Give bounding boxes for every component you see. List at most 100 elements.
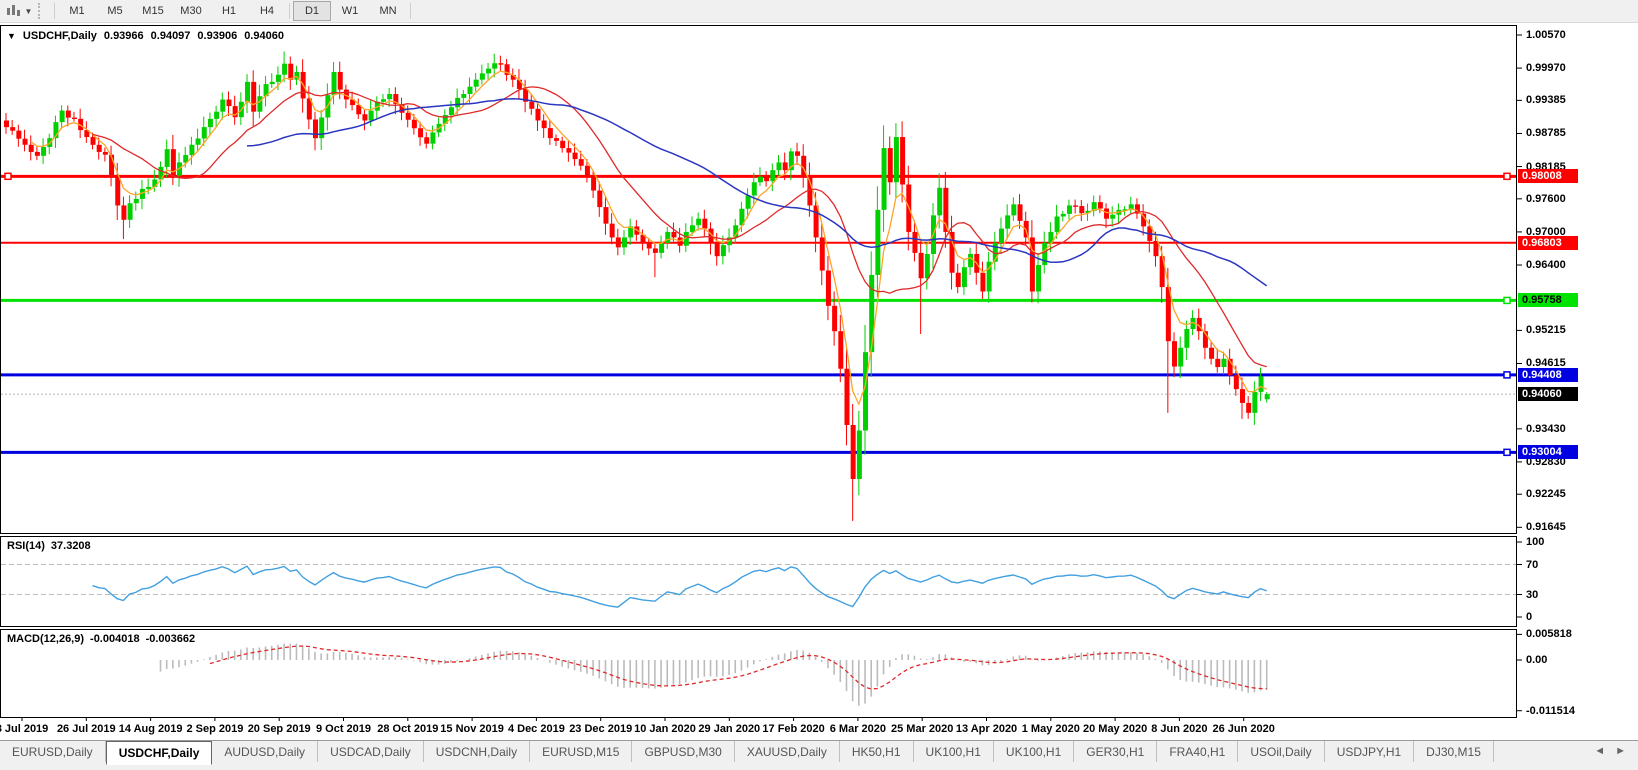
timeframe-button-d1[interactable]: D1 [293, 1, 331, 21]
date-label: 8 Jul 2019 [0, 723, 49, 735]
tab-scroll-buttons: ◄ ► [1594, 741, 1638, 757]
price-tick-label: 0.93430 [1526, 422, 1566, 435]
chart-tab-bar: EURUSD,Daily USDCHF,Daily AUDUSD,Daily USDC… [0, 740, 1638, 770]
tab-scroll-right-icon[interactable]: ► [1615, 745, 1626, 757]
toolbar-separator [410, 3, 411, 19]
date-label: 15 Nov 2019 [440, 723, 504, 735]
chart-type-icon[interactable]: ▼ [4, 2, 34, 20]
chart-title: ▼ USDCHF,Daily 0.93966 0.94097 0.93906 0… [7, 30, 284, 42]
level-price-badge: 0.94408 [1518, 367, 1578, 382]
chart-tab-fra40-h1[interactable]: FRA40,H1 [1157, 741, 1239, 762]
date-label: 8 Jun 2020 [1151, 723, 1208, 735]
toolbar-separator [289, 3, 290, 19]
tab-scroll-left-icon[interactable]: ◄ [1594, 745, 1606, 757]
toolbar-grip[interactable] [38, 3, 45, 19]
date-label: 26 Jul 2019 [56, 723, 116, 735]
timeframe-button-mn[interactable]: MN [379, 5, 397, 17]
price-tick-label: 0.99970 [1526, 62, 1566, 75]
rsi-tick-label: 100 [1526, 536, 1545, 548]
chart-tab-audusd-daily[interactable]: AUDUSD,Daily [212, 741, 319, 762]
timeframe-button-m30[interactable]: M30 [180, 5, 202, 17]
macd-label: MACD(12,26,9) -0.004018 -0.003662 [7, 633, 196, 645]
price-tick-label: 0.94615 [1526, 357, 1566, 370]
timeframe-button-m5[interactable]: M5 [107, 5, 123, 17]
price-tick-label: 0.97000 [1526, 225, 1566, 238]
line-handle[interactable] [1503, 448, 1511, 457]
timeframe-button-h1[interactable]: H1 [221, 5, 237, 17]
mid-ma-line [92, 86, 1267, 368]
chart-tab-usoil-daily[interactable]: USOil,Daily [1238, 741, 1325, 762]
price-tick-label: 0.97600 [1526, 192, 1566, 205]
date-label: 26 Jun 2020 [1212, 723, 1275, 735]
chart-tab-eurusd-m15[interactable]: EURUSD,M15 [530, 741, 633, 762]
macd-panel[interactable] [0, 629, 1517, 718]
date-label: 2 Sep 2019 [186, 723, 244, 735]
line-handle[interactable] [1503, 172, 1511, 181]
rsi-panel[interactable] [0, 536, 1517, 627]
level-price-badge: 0.96803 [1518, 235, 1578, 250]
chart-tab-usdchf-daily[interactable]: USDCHF,Daily [105, 741, 213, 765]
chart-tab-dj30-m15[interactable]: DJ30,M15 [1414, 741, 1494, 762]
price-tick-label: 0.96400 [1526, 259, 1566, 272]
line-handle[interactable] [4, 172, 12, 181]
chevron-down-icon: ▼ [24, 6, 33, 16]
line-handle[interactable] [1503, 371, 1511, 379]
timeframe-button-m1[interactable]: M1 [69, 5, 85, 17]
date-label: 25 Mar 2020 [890, 723, 954, 735]
level-price-badge: 0.95758 [1518, 293, 1578, 308]
macd-histogram [159, 643, 1268, 706]
date-label: 1 May 2020 [1021, 723, 1080, 735]
fast-ma-line [30, 70, 1267, 406]
current-price-badge: 0.94060 [1518, 387, 1578, 402]
ohlc-close: 0.94060 [244, 30, 284, 42]
chart-tab-gbpusd-m30[interactable]: GBPUSD,M30 [632, 741, 735, 762]
ohlc-high: 0.94097 [150, 30, 191, 42]
chart-tab-usdcnh-daily[interactable]: USDCNH,Daily [424, 741, 531, 762]
date-label: 9 Oct 2019 [315, 723, 372, 735]
date-label: 20 May 2020 [1082, 723, 1148, 735]
macd-tick-label: -0.011514 [1526, 704, 1575, 717]
rsi-line [92, 565, 1267, 608]
date-label: 20 Sep 2019 [247, 723, 311, 735]
candlestick-chart-icon [6, 5, 20, 16]
timeframe-button-w1[interactable]: W1 [341, 5, 359, 17]
date-label: 10 Jan 2020 [634, 723, 696, 735]
ohlc-low: 0.93906 [197, 30, 238, 42]
date-label: 6 Mar 2020 [829, 723, 887, 735]
toolbar-separator [54, 3, 55, 19]
timeframe-button-h4[interactable]: H4 [259, 5, 275, 17]
price-tick-label: 1.00570 [1526, 29, 1566, 41]
date-label: 28 Oct 2019 [377, 723, 439, 735]
date-label: 17 Feb 2020 [762, 723, 825, 735]
line-handle[interactable] [1503, 296, 1511, 305]
price-tick-label: 0.91645 [1526, 521, 1566, 534]
date-label: 14 Aug 2019 [118, 723, 183, 735]
chart-tab-hk50-h1[interactable]: HK50,H1 [840, 741, 914, 762]
chart-tab-ger30-h1[interactable]: GER30,H1 [1074, 741, 1158, 762]
collapse-triangle-icon[interactable]: ▼ [7, 31, 16, 41]
slow-ma-line [246, 98, 1268, 287]
date-label: 4 Dec 2019 [507, 723, 565, 735]
rsi-tick-label: 0 [1526, 611, 1533, 623]
macd-tick-label: 0.005818 [1526, 628, 1572, 641]
chart-tab-usdcad-daily[interactable]: USDCAD,Daily [318, 741, 424, 762]
macd-tick-label: 0.00 [1526, 654, 1548, 666]
chart-tab-xauusd-daily[interactable]: XAUUSD,Daily [735, 741, 840, 762]
date-label: 23 Dec 2019 [569, 723, 633, 735]
symbol-label: USDCHF,Daily [22, 30, 97, 42]
rsi-label: RSI(14) 37.3208 [7, 540, 91, 552]
candlesticks [4, 51, 1270, 521]
macd-signal-line [209, 645, 1267, 690]
chart-tab-eurusd-daily[interactable]: EURUSD,Daily [0, 741, 106, 762]
price-tick-label: 0.95215 [1526, 324, 1566, 337]
chart-tab-usdjpy-h1[interactable]: USDJPY,H1 [1325, 741, 1415, 762]
price-tick-label: 0.98785 [1526, 127, 1566, 140]
chart-tab-uk100-h1[interactable]: UK100,H1 [914, 741, 994, 762]
chart-tab-uk100-h1[interactable]: UK100,H1 [994, 741, 1075, 762]
price-tick-label: 0.92245 [1526, 488, 1566, 501]
timeframe-button-m15[interactable]: M15 [142, 5, 164, 17]
level-price-badge: 0.93004 [1518, 445, 1578, 460]
timeframe-toolbar: ▼ M1 M5 M15 M30 H1 H4 D1 W1 MN [0, 0, 1638, 23]
